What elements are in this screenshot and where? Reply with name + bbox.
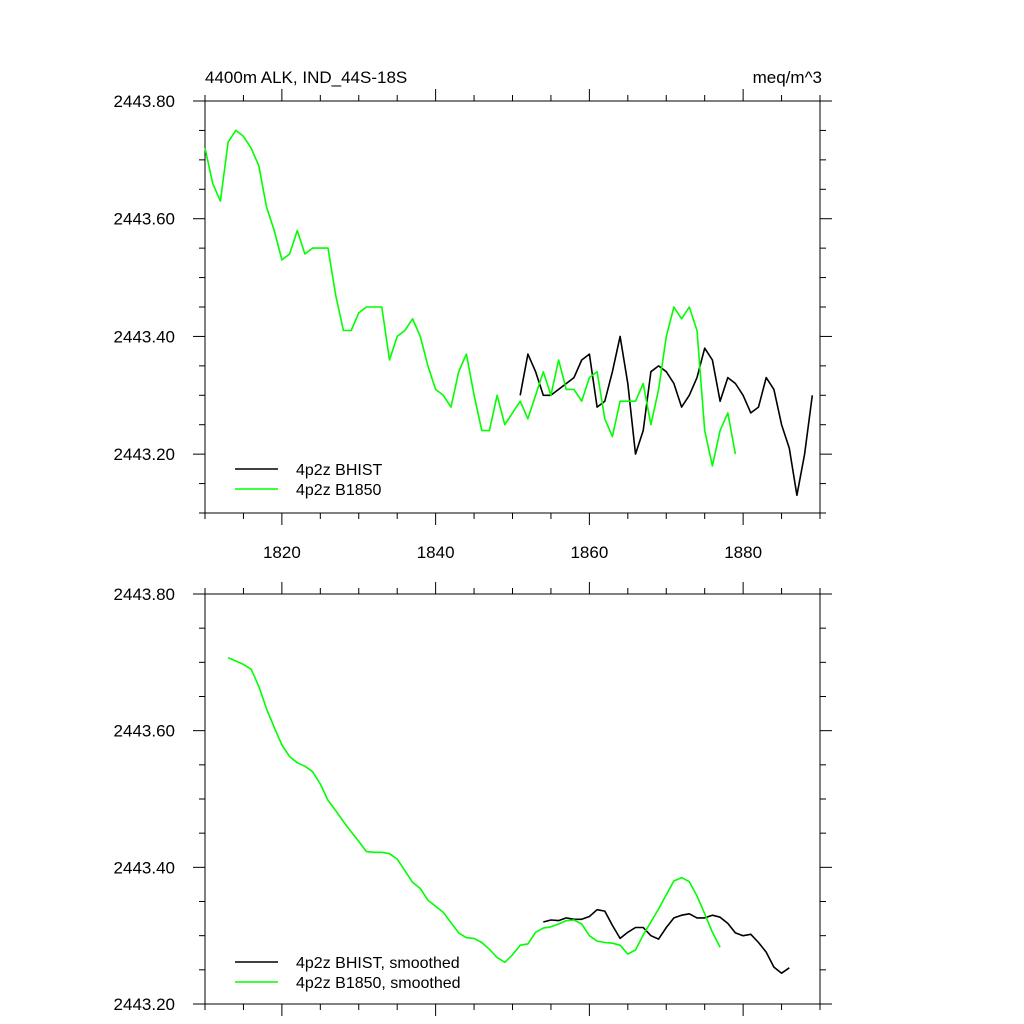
y-tick-label: 2443.60 <box>114 722 175 741</box>
panel-units-label: meq/m^3 <box>753 68 822 87</box>
series-line-bhist <box>519 335 814 497</box>
top-panel-axes: 1820 1840 1860 1880 2443.20 2443.40 2443.60 244… <box>114 89 832 562</box>
bottom-panel: 2443.20 2443.40 2443.60 2443.80 4p2z BHIST,… <box>114 582 832 1016</box>
panel-title-left: 4400m ALK, IND_44S-18S <box>205 68 407 87</box>
x-tick-label: 1880 <box>724 543 762 562</box>
series-line-b1850 <box>227 656 721 964</box>
legend-label: 4p2z B1850, smoothed <box>296 975 461 992</box>
y-tick-label: 2443.20 <box>114 445 175 464</box>
series-line-b1850 <box>204 129 737 467</box>
bottom-panel-axes: 2443.20 2443.40 2443.60 2443.80 <box>114 582 832 1016</box>
y-tick-label: 2443.60 <box>114 210 175 229</box>
y-tick-label: 2443.40 <box>114 858 175 877</box>
top-panel: 4400m ALK, IND_44S-18S meq/m^3 1820 1840 1… <box>114 68 832 562</box>
y-tick-label: 2443.80 <box>114 92 175 111</box>
plot-frame <box>204 593 821 1005</box>
x-tick-label: 1860 <box>570 543 608 562</box>
y-tick-label: 2443.40 <box>114 327 175 346</box>
series-line-bhist <box>543 908 790 975</box>
bottom-panel-legend: 4p2z BHIST, smoothed 4p2z B1850, smoothed <box>235 955 461 992</box>
legend-label: 4p2z BHIST <box>296 462 382 479</box>
legend-label: 4p2z BHIST, smoothed <box>296 955 460 972</box>
y-tick-label: 2443.80 <box>114 585 175 604</box>
x-tick-label: 1840 <box>417 543 455 562</box>
top-panel-series <box>204 129 814 497</box>
bottom-panel-series <box>227 656 790 975</box>
plot-frame <box>204 100 821 514</box>
legend-label: 4p2z B1850 <box>296 482 382 499</box>
x-tick-label: 1820 <box>263 543 301 562</box>
top-panel-legend: 4p2z BHIST 4p2z B1850 <box>235 462 382 499</box>
y-tick-label: 2443.20 <box>114 995 175 1014</box>
